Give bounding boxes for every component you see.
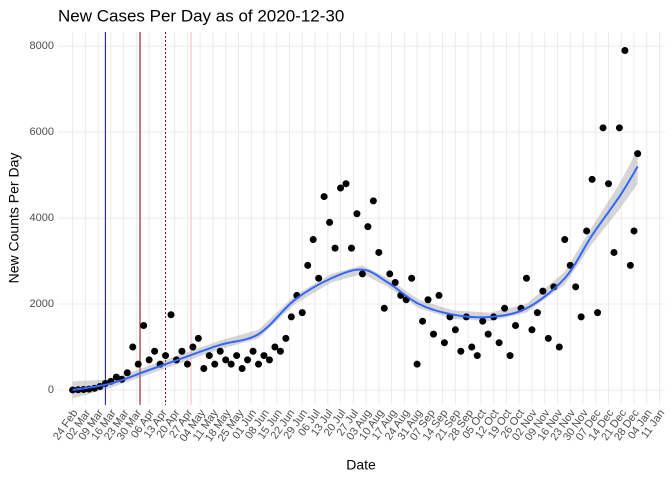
point [583, 227, 591, 235]
point [238, 364, 246, 372]
point [244, 356, 252, 364]
point [298, 309, 306, 317]
point [112, 373, 120, 381]
point [265, 356, 273, 364]
point [599, 124, 607, 132]
point [347, 244, 355, 252]
point [380, 304, 388, 312]
point [501, 304, 509, 312]
point [342, 180, 350, 188]
point [167, 311, 175, 319]
point [287, 313, 295, 321]
point [134, 360, 142, 368]
y-axis-label: New Counts Per Day [6, 153, 22, 284]
point [315, 274, 323, 282]
point [468, 343, 476, 351]
point [194, 334, 202, 342]
point [276, 347, 284, 355]
point [435, 291, 443, 299]
point [358, 270, 366, 278]
point [539, 287, 547, 295]
point [457, 347, 465, 355]
point [430, 330, 438, 338]
point [282, 334, 290, 342]
point [451, 326, 459, 334]
point [610, 248, 618, 256]
point [473, 352, 481, 360]
point [484, 330, 492, 338]
point [512, 322, 520, 330]
point [183, 360, 191, 368]
point [634, 150, 642, 158]
y-tick-label: 6000 [30, 126, 54, 138]
y-tick-label: 4000 [30, 212, 54, 224]
y-tick-label: 8000 [30, 40, 54, 52]
point [162, 352, 170, 360]
point [331, 244, 339, 252]
x-axis-label: Date [346, 457, 376, 473]
point [249, 347, 257, 355]
point [151, 347, 159, 355]
point [594, 309, 602, 317]
point [621, 46, 629, 54]
confidence-band [72, 149, 638, 399]
point [561, 236, 569, 244]
point [129, 343, 137, 351]
point [178, 347, 186, 355]
point [604, 180, 612, 188]
point [572, 283, 580, 291]
point [479, 317, 487, 325]
point [533, 309, 541, 317]
point [413, 360, 421, 368]
point [222, 356, 230, 364]
point [424, 296, 432, 304]
point [140, 322, 148, 330]
point [255, 360, 263, 368]
point [353, 210, 361, 218]
point [555, 343, 563, 351]
trend-line [72, 165, 639, 391]
point [200, 364, 208, 372]
point [408, 274, 416, 282]
point [522, 274, 530, 282]
point [544, 334, 552, 342]
point [528, 326, 536, 334]
point [337, 184, 345, 192]
point [205, 352, 213, 360]
point [227, 360, 235, 368]
point [233, 352, 241, 360]
point [386, 270, 394, 278]
point [211, 360, 219, 368]
point [630, 227, 638, 235]
chart-title: New Cases Per Day as of 2020-12-30 [58, 6, 344, 25]
y-tick-label: 0 [48, 384, 54, 396]
point [615, 124, 623, 132]
point [260, 352, 268, 360]
point [506, 352, 514, 360]
point [271, 343, 279, 351]
point [495, 339, 503, 347]
point [391, 279, 399, 287]
point [304, 261, 312, 269]
point [577, 313, 585, 321]
point [588, 175, 596, 183]
point [364, 223, 372, 231]
point [309, 236, 317, 244]
point [419, 317, 427, 325]
y-tick-label: 2000 [30, 298, 54, 310]
point [375, 248, 383, 256]
point [189, 343, 197, 351]
point [216, 347, 224, 355]
point [123, 369, 131, 377]
point [369, 197, 377, 205]
point [145, 356, 153, 364]
point [440, 339, 448, 347]
point [320, 193, 328, 201]
point [626, 261, 634, 269]
point [326, 218, 334, 226]
